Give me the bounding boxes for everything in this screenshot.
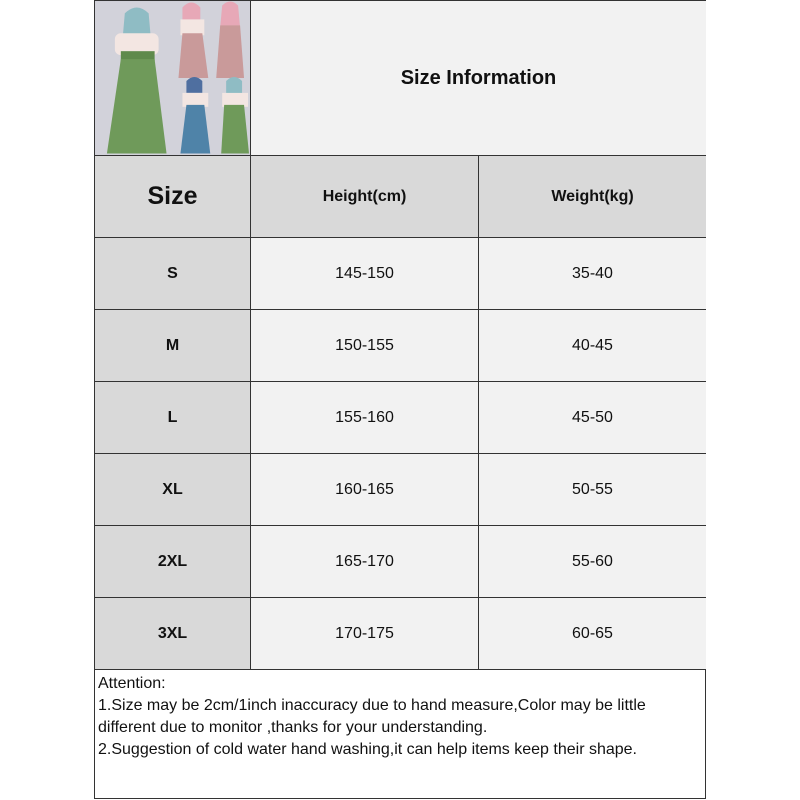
header-height: Height(cm) [251,156,479,238]
weight-cell: 35-40 [479,238,706,310]
size-chart: Size Information Size Height(cm) Weight(… [94,0,706,799]
size-cell: L [95,382,251,454]
size-cell: 3XL [95,598,251,670]
weight-cell: 40-45 [479,310,706,382]
size-cell: XL [95,454,251,526]
height-cell: 150-155 [251,310,479,382]
weight-cell: 45-50 [479,382,706,454]
weight-cell: 55-60 [479,526,706,598]
size-cell: 2XL [95,526,251,598]
height-cell: 145-150 [251,238,479,310]
weight-cell: 60-65 [479,598,706,670]
note-line: 2.Suggestion of cold water hand washing,… [98,741,637,758]
size-cell: M [95,310,251,382]
chart-title: Size Information [251,1,706,156]
note-line: 1.Size may be 2cm/1inch inaccuracy due t… [98,697,646,736]
product-photo [95,1,251,156]
height-cell: 160-165 [251,454,479,526]
height-cell: 155-160 [251,382,479,454]
header-weight: Weight(kg) [479,156,706,238]
attention-notes: Attention: 1.Size may be 2cm/1inch inacc… [95,670,705,764]
notes-heading: Attention: [98,675,166,692]
header-size: Size [95,156,251,238]
size-cell: S [95,238,251,310]
weight-cell: 50-55 [479,454,706,526]
height-cell: 165-170 [251,526,479,598]
height-cell: 170-175 [251,598,479,670]
